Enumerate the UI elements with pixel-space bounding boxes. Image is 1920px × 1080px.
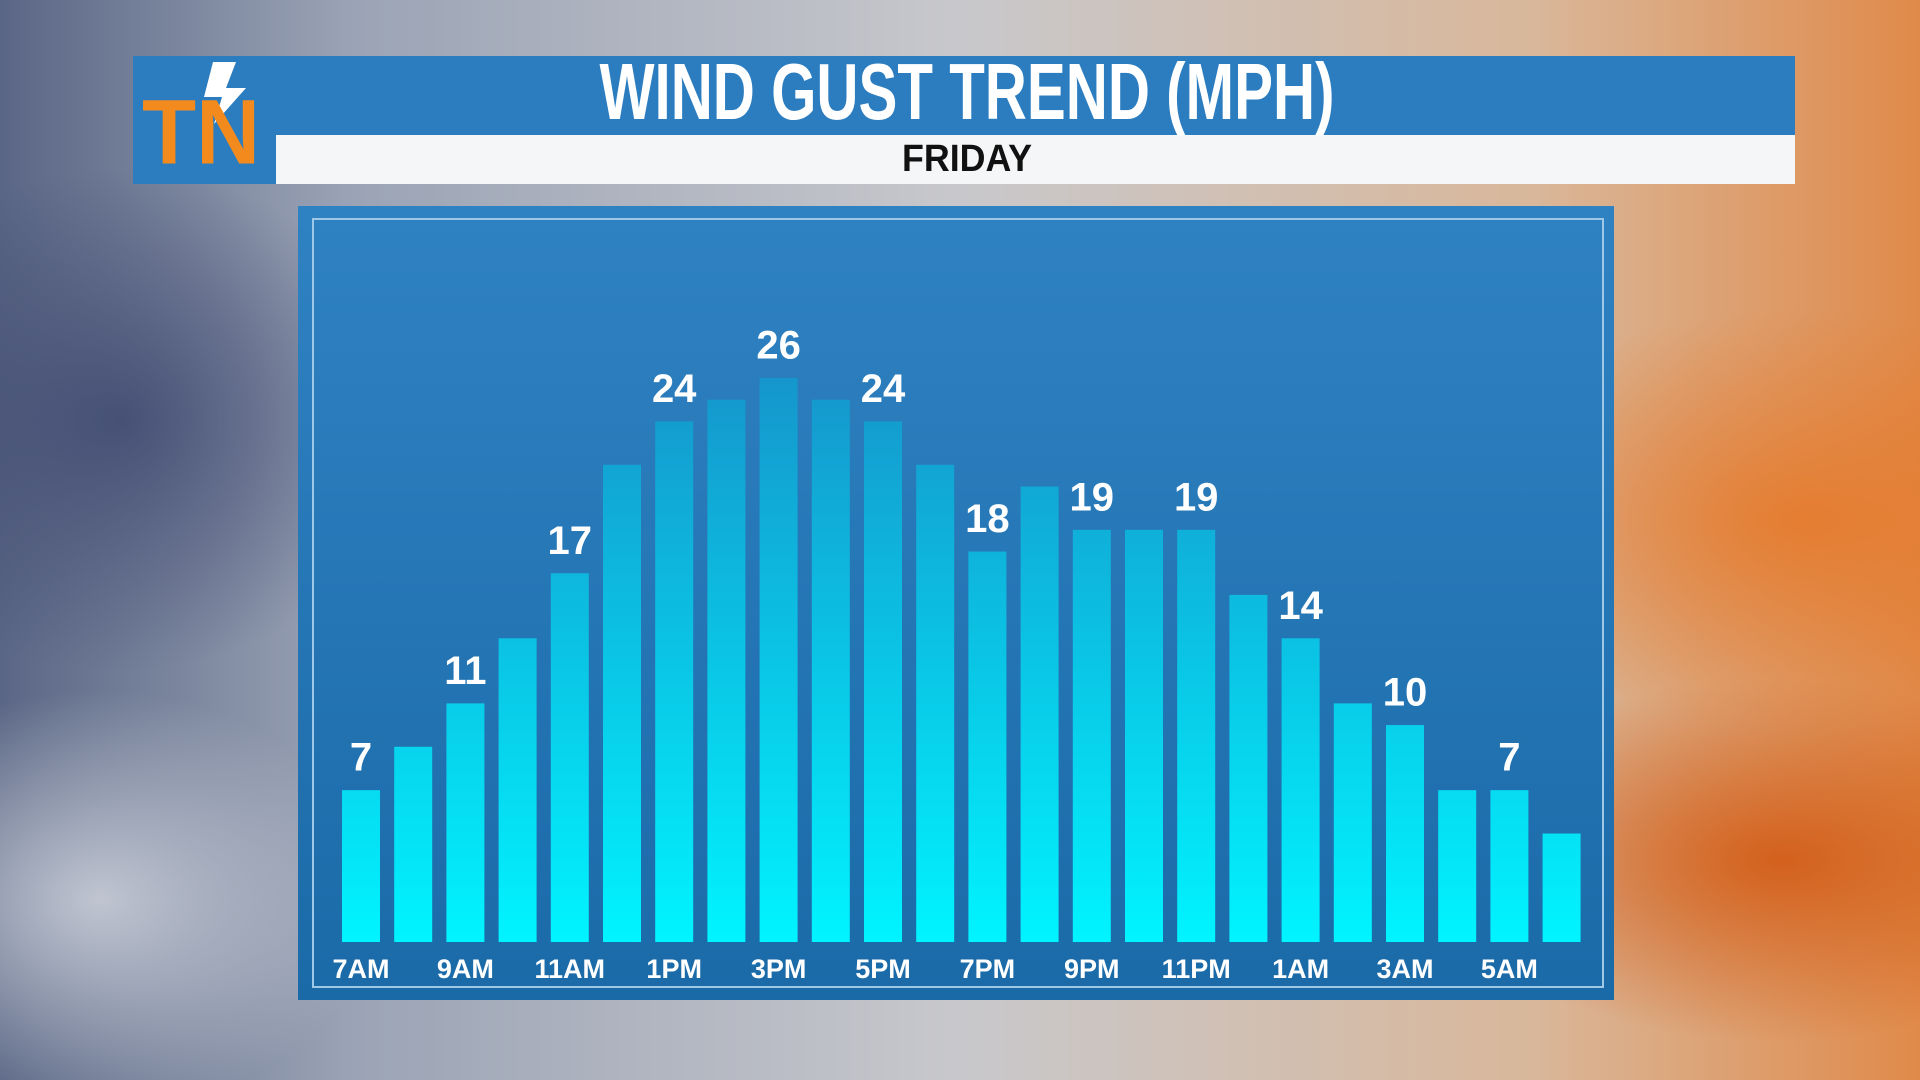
x-tick-label: 3PM bbox=[751, 954, 807, 984]
bar bbox=[968, 551, 1007, 942]
bar bbox=[498, 638, 537, 942]
x-tick-label: 9PM bbox=[1064, 954, 1120, 984]
data-label: 11 bbox=[444, 649, 486, 693]
data-label: 10 bbox=[1383, 671, 1428, 715]
data-label: 24 bbox=[861, 367, 906, 411]
chart-subtitle: FRIDAY bbox=[902, 138, 1032, 180]
x-tick-label: 11PM bbox=[1162, 954, 1231, 984]
bar bbox=[1333, 703, 1372, 942]
x-tick-label: 5PM bbox=[855, 954, 911, 984]
bar bbox=[342, 790, 380, 942]
data-label: 19 bbox=[1174, 475, 1219, 519]
bar bbox=[1542, 833, 1581, 942]
x-tick-label: 1PM bbox=[646, 954, 702, 984]
bar bbox=[759, 378, 798, 942]
plot-border bbox=[312, 218, 1604, 988]
data-label: 19 bbox=[1070, 475, 1115, 519]
bar bbox=[550, 573, 589, 942]
bar bbox=[1072, 529, 1111, 942]
x-tick-label: 7PM bbox=[960, 954, 1016, 984]
bar bbox=[1386, 725, 1424, 942]
x-tick-label: 9AM bbox=[437, 954, 494, 984]
data-label: 18 bbox=[965, 497, 1010, 541]
header-band bbox=[133, 56, 1795, 135]
bar bbox=[1020, 486, 1059, 942]
logo: TN bbox=[142, 81, 260, 183]
bar bbox=[655, 421, 694, 942]
bar bbox=[707, 399, 746, 942]
bar bbox=[864, 421, 902, 942]
data-label: 24 bbox=[652, 367, 697, 411]
data-label: 17 bbox=[548, 519, 593, 563]
bar bbox=[603, 464, 641, 942]
data-label: 7 bbox=[350, 736, 372, 780]
bar bbox=[1125, 529, 1163, 942]
chart-title: WIND GUST TREND (MPH) bbox=[600, 47, 1335, 136]
x-tick-label: 1AM bbox=[1272, 954, 1329, 984]
bar bbox=[916, 464, 955, 942]
subtitle-band bbox=[276, 135, 1795, 184]
data-label: 26 bbox=[756, 324, 801, 368]
x-tick-label: 7AM bbox=[332, 954, 389, 984]
bar bbox=[1490, 790, 1529, 942]
data-label: 7 bbox=[1498, 736, 1520, 780]
logo-band bbox=[133, 135, 276, 184]
x-tick-label: 11AM bbox=[535, 954, 606, 984]
bar bbox=[1438, 790, 1477, 942]
x-tick-label: 3AM bbox=[1376, 954, 1433, 984]
bar bbox=[811, 399, 850, 942]
logo-bolt bbox=[204, 62, 246, 124]
bar bbox=[1281, 638, 1320, 942]
bar bbox=[394, 746, 433, 942]
bar bbox=[446, 703, 485, 942]
bar bbox=[1177, 529, 1216, 942]
x-tick-label: 5AM bbox=[1481, 954, 1538, 984]
data-label: 14 bbox=[1278, 584, 1323, 628]
bar bbox=[1229, 594, 1268, 942]
